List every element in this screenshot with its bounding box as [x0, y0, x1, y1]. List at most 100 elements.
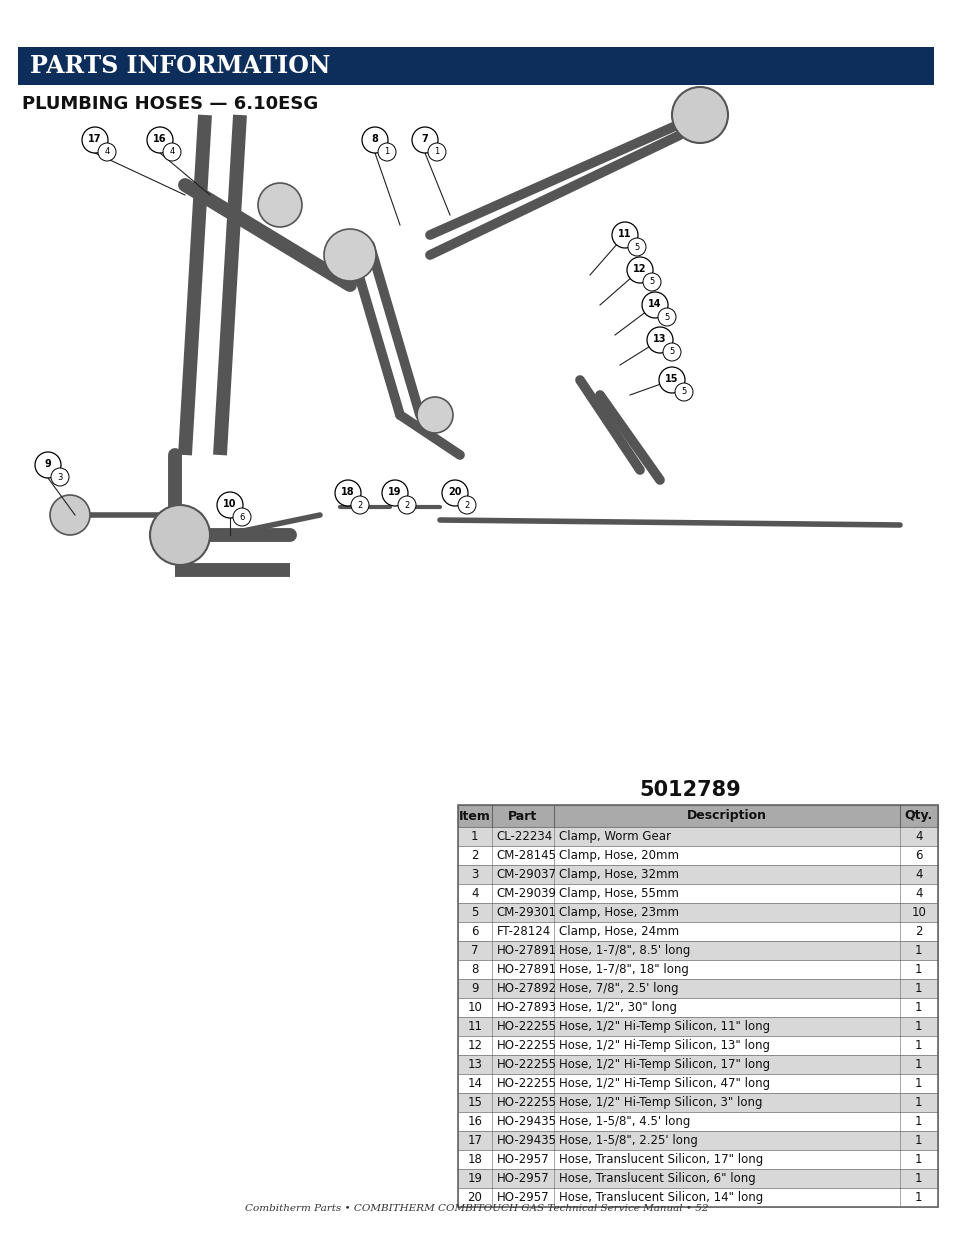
- Text: 8: 8: [371, 135, 378, 144]
- Text: 19: 19: [388, 487, 401, 496]
- Circle shape: [642, 273, 660, 291]
- Circle shape: [397, 496, 416, 514]
- Text: 1: 1: [434, 147, 439, 157]
- Text: 20: 20: [467, 1191, 481, 1204]
- Text: 3: 3: [471, 868, 478, 881]
- Text: 1: 1: [914, 982, 922, 995]
- Circle shape: [50, 495, 90, 535]
- Text: Hose, Translucent Silicon, 17" long: Hose, Translucent Silicon, 17" long: [558, 1153, 762, 1166]
- Text: Hose, Translucent Silicon, 14" long: Hose, Translucent Silicon, 14" long: [558, 1191, 762, 1204]
- Text: HO-2957: HO-2957: [497, 1172, 549, 1186]
- Text: 1: 1: [914, 1153, 922, 1166]
- Circle shape: [150, 505, 210, 564]
- Text: 5: 5: [680, 388, 686, 396]
- Text: 2: 2: [464, 500, 469, 510]
- Text: Hose, 1/2" Hi-Temp Silicon, 47" long: Hose, 1/2" Hi-Temp Silicon, 47" long: [558, 1077, 769, 1091]
- Text: 7: 7: [471, 944, 478, 957]
- Bar: [457, 1074, 937, 1093]
- Circle shape: [351, 496, 369, 514]
- Bar: [457, 1112, 937, 1131]
- Bar: [457, 864, 937, 884]
- Text: 2: 2: [914, 925, 922, 939]
- Text: 16: 16: [153, 135, 167, 144]
- Circle shape: [641, 291, 667, 317]
- Text: HO-2957: HO-2957: [497, 1191, 549, 1204]
- Text: 7: 7: [421, 135, 428, 144]
- Text: HO-27893: HO-27893: [497, 1002, 556, 1014]
- Text: 12: 12: [467, 1039, 482, 1052]
- Text: 5: 5: [669, 347, 674, 357]
- Text: HO-22255: HO-22255: [497, 1077, 556, 1091]
- Circle shape: [675, 383, 692, 401]
- Text: 6: 6: [239, 513, 244, 521]
- Circle shape: [441, 480, 468, 506]
- Text: 2: 2: [404, 500, 409, 510]
- Circle shape: [51, 468, 69, 487]
- Text: 11: 11: [467, 1020, 482, 1032]
- Circle shape: [35, 452, 61, 478]
- Text: 14: 14: [467, 1077, 482, 1091]
- Text: 4: 4: [914, 868, 922, 881]
- Text: 1: 1: [384, 147, 389, 157]
- Text: 5: 5: [649, 278, 654, 287]
- Text: 12: 12: [633, 264, 646, 274]
- Circle shape: [335, 480, 360, 506]
- Text: 1: 1: [914, 1039, 922, 1052]
- Circle shape: [662, 343, 680, 361]
- Text: 1: 1: [914, 1095, 922, 1109]
- Text: 10: 10: [467, 1002, 481, 1014]
- Text: Hose, 7/8", 2.5' long: Hose, 7/8", 2.5' long: [558, 982, 678, 995]
- Bar: [457, 805, 937, 1207]
- Text: HO-27891: HO-27891: [497, 944, 557, 957]
- Text: Hose, Translucent Silicon, 6" long: Hose, Translucent Silicon, 6" long: [558, 1172, 755, 1186]
- Text: 5: 5: [663, 312, 669, 321]
- Bar: [457, 941, 937, 960]
- Bar: [457, 884, 937, 903]
- Text: PARTS INFORMATION: PARTS INFORMATION: [30, 54, 330, 78]
- Text: 15: 15: [467, 1095, 481, 1109]
- Text: FT-28124: FT-28124: [497, 925, 550, 939]
- Text: 18: 18: [341, 487, 355, 496]
- Circle shape: [612, 222, 638, 248]
- Circle shape: [646, 327, 672, 353]
- Text: 1: 1: [914, 963, 922, 976]
- Text: 13: 13: [467, 1058, 481, 1071]
- Text: 11: 11: [618, 228, 631, 240]
- Text: HO-29435: HO-29435: [497, 1115, 556, 1128]
- Text: Hose, 1/2" Hi-Temp Silicon, 11" long: Hose, 1/2" Hi-Temp Silicon, 11" long: [558, 1020, 769, 1032]
- Text: 14: 14: [648, 299, 661, 309]
- Text: Hose, 1/2" Hi-Temp Silicon, 13" long: Hose, 1/2" Hi-Temp Silicon, 13" long: [558, 1039, 769, 1052]
- Text: 1: 1: [914, 1115, 922, 1128]
- Circle shape: [428, 143, 446, 161]
- Circle shape: [163, 143, 181, 161]
- Text: 1: 1: [914, 1191, 922, 1204]
- Circle shape: [377, 143, 395, 161]
- Text: Clamp, Hose, 24mm: Clamp, Hose, 24mm: [558, 925, 679, 939]
- Text: 5: 5: [471, 906, 478, 919]
- Text: CL-22234: CL-22234: [497, 830, 553, 844]
- Text: 4: 4: [914, 887, 922, 900]
- Bar: [457, 1016, 937, 1036]
- Text: Hose, 1-7/8", 18" long: Hose, 1-7/8", 18" long: [558, 963, 688, 976]
- Text: Hose, 1-5/8", 2.25' long: Hose, 1-5/8", 2.25' long: [558, 1134, 698, 1147]
- Text: 1: 1: [914, 1002, 922, 1014]
- Text: HO-2957: HO-2957: [497, 1153, 549, 1166]
- Text: Combitherm Parts • COMBITHERM COMBITOUCH GAS Technical Service Manual • 52: Combitherm Parts • COMBITHERM COMBITOUCH…: [245, 1204, 708, 1213]
- Circle shape: [412, 127, 437, 153]
- Circle shape: [626, 257, 652, 283]
- Text: Clamp, Worm Gear: Clamp, Worm Gear: [558, 830, 670, 844]
- Text: 6: 6: [914, 848, 922, 862]
- Text: 10: 10: [910, 906, 925, 919]
- Circle shape: [627, 238, 645, 256]
- Circle shape: [147, 127, 172, 153]
- Text: 18: 18: [467, 1153, 481, 1166]
- Text: 2: 2: [357, 500, 362, 510]
- Text: CM-29301: CM-29301: [497, 906, 556, 919]
- Circle shape: [257, 183, 302, 227]
- Circle shape: [658, 308, 676, 326]
- Text: HO-29435: HO-29435: [497, 1134, 556, 1147]
- Circle shape: [216, 492, 243, 517]
- Text: 9: 9: [471, 982, 478, 995]
- Text: CM-28145: CM-28145: [497, 848, 556, 862]
- Text: PLUMBING HOSES — 6.10ESG: PLUMBING HOSES — 6.10ESG: [22, 95, 318, 112]
